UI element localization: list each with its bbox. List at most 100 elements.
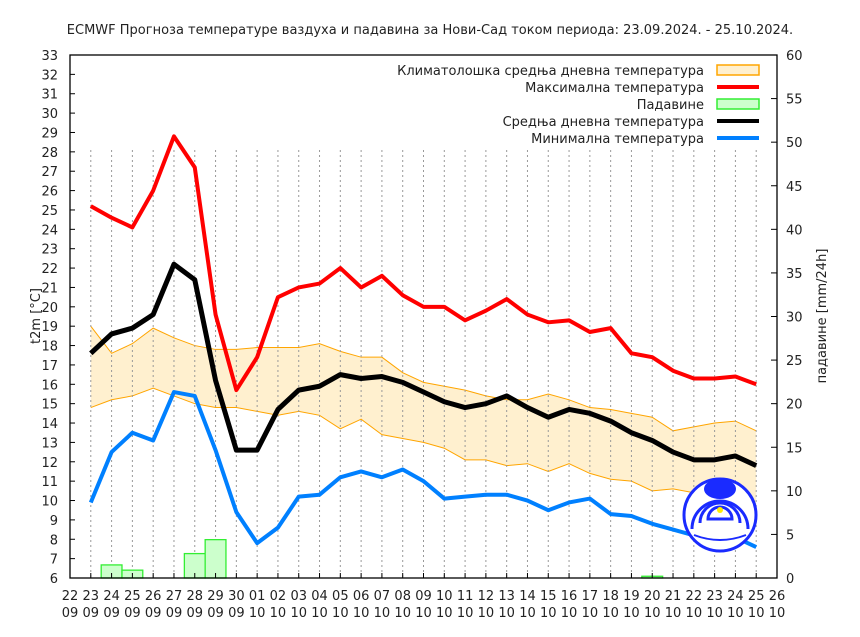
x-tick-label-month: 10	[436, 606, 453, 621]
y-tick-label: 10	[41, 495, 58, 510]
y-tick-label: 13	[41, 436, 58, 451]
x-tick-label-day: 03	[290, 589, 307, 604]
y2-tick-label: 5	[786, 528, 794, 543]
x-tick-label-day: 04	[311, 589, 328, 604]
x-tick-label-day: 01	[249, 589, 266, 604]
y-tick-label: 17	[41, 359, 58, 374]
x-tick-label-day: 25	[748, 589, 765, 604]
y2-tick-label: 60	[786, 49, 803, 64]
x-tick-label-day: 22	[62, 589, 79, 604]
y2-tick-label: 50	[786, 136, 803, 151]
y-tick-label: 16	[41, 378, 58, 393]
x-tick-label-month: 10	[727, 606, 744, 621]
x-tick-label-day: 15	[540, 589, 557, 604]
legend-swatch	[716, 98, 760, 110]
x-tick-label-day: 07	[374, 589, 391, 604]
y-tick-label: 18	[41, 340, 58, 355]
x-tick-label-month: 09	[166, 606, 183, 621]
y2-tick-label: 25	[786, 354, 803, 369]
y-tick-label: 28	[41, 146, 58, 161]
y2-tick-label: 15	[786, 441, 803, 456]
x-tick-label-day: 11	[457, 589, 474, 604]
x-tick-label-month: 10	[665, 606, 682, 621]
y2-tick-label: 55	[786, 93, 803, 108]
y-tick-label: 21	[41, 281, 58, 296]
chart-title: ECMWF Прогноза температуре ваздуха и пад…	[67, 23, 793, 38]
x-tick-label-day: 14	[519, 589, 536, 604]
y-tick-label: 9	[50, 514, 58, 529]
y2-tick-label: 0	[786, 572, 794, 587]
x-tick-label-month: 09	[83, 606, 100, 621]
y-tick-label: 14	[41, 417, 58, 432]
y-tick-label: 33	[41, 49, 58, 64]
legend-label: Климатолошка средња дневна температура	[397, 64, 704, 79]
x-tick-label-day: 16	[561, 589, 578, 604]
y2-tick-label: 20	[786, 398, 803, 413]
logo	[682, 477, 758, 553]
x-tick-label-month: 10	[769, 606, 786, 621]
y-tick-label: 7	[50, 553, 58, 568]
y-axis-label: t2m [°C]	[29, 288, 44, 344]
x-tick-label-day: 06	[353, 589, 370, 604]
y-tick-label: 19	[41, 320, 58, 335]
x-tick-label-day: 27	[166, 589, 183, 604]
x-tick-label-month: 10	[706, 606, 723, 621]
x-tick-label-month: 09	[103, 606, 120, 621]
x-tick-label-day: 12	[478, 589, 495, 604]
x-tick-label-day: 24	[103, 589, 120, 604]
series-lines	[88, 134, 758, 549]
x-tick-label-month: 10	[394, 606, 411, 621]
y2-tick-label: 35	[786, 267, 803, 282]
x-tick-label-day: 28	[186, 589, 203, 604]
legend-swatch	[716, 64, 760, 76]
y2-tick-label: 40	[786, 223, 803, 238]
x-tick-label-month: 09	[207, 606, 224, 621]
x-tick-label-day: 22	[686, 589, 703, 604]
x-tick-label-day: 30	[228, 589, 245, 604]
x-tick-label-day: 24	[727, 589, 744, 604]
y-tick-label: 15	[41, 398, 58, 413]
x-tick-label-month: 10	[311, 606, 328, 621]
x-tick-label-month: 10	[498, 606, 515, 621]
x-tick-label-day: 26	[145, 589, 162, 604]
x-tick-label-month: 10	[602, 606, 619, 621]
x-tick-label-month: 09	[62, 606, 79, 621]
y-tick-label: 32	[41, 68, 58, 83]
x-tick-label-day: 23	[83, 589, 100, 604]
x-tick-label-month: 10	[332, 606, 349, 621]
x-tick-label-day: 21	[665, 589, 682, 604]
y-tick-label: 22	[41, 262, 58, 277]
x-tick-label-month: 10	[457, 606, 474, 621]
x-tick-label-day: 19	[623, 589, 640, 604]
y-tick-label: 6	[50, 572, 58, 587]
x-tick-label-month: 09	[124, 606, 141, 621]
x-tick-label-day: 02	[270, 589, 287, 604]
x-tick-label-month: 10	[415, 606, 432, 621]
x-tick-label-day: 10	[436, 589, 453, 604]
x-tick-label-month: 10	[270, 606, 287, 621]
x-tick-label-month: 10	[686, 606, 703, 621]
x-tick-label-month: 09	[145, 606, 162, 621]
x-tick-label-day: 09	[415, 589, 432, 604]
x-tick-label-month: 10	[519, 606, 536, 621]
x-tick-label-day: 05	[332, 589, 349, 604]
x-tick-label-day: 20	[644, 589, 661, 604]
climatology-lower-line	[90, 387, 757, 507]
x-tick-label-month: 10	[290, 606, 307, 621]
x-tick-label-month: 10	[582, 606, 599, 621]
climatology-upper-line	[90, 325, 757, 432]
x-tick-label-day: 23	[706, 589, 723, 604]
legend-label: Минимална температура	[531, 132, 704, 147]
x-tick-label-month: 10	[374, 606, 391, 621]
x-tick-label-month: 10	[540, 606, 557, 621]
y-tick-label: 25	[41, 204, 58, 219]
series-line	[89, 134, 757, 393]
x-tick-label-month: 10	[644, 606, 661, 621]
y-tick-label: 24	[41, 223, 58, 238]
precip-bar	[204, 538, 227, 579]
x-tick-label-day: 29	[207, 589, 224, 604]
y2-axis-label: падавине [mm/24h]	[815, 249, 830, 384]
legend-label: Максимална температура	[525, 81, 704, 96]
